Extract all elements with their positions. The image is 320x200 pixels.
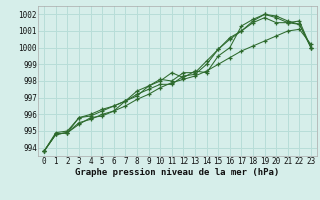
X-axis label: Graphe pression niveau de la mer (hPa): Graphe pression niveau de la mer (hPa) bbox=[76, 168, 280, 177]
